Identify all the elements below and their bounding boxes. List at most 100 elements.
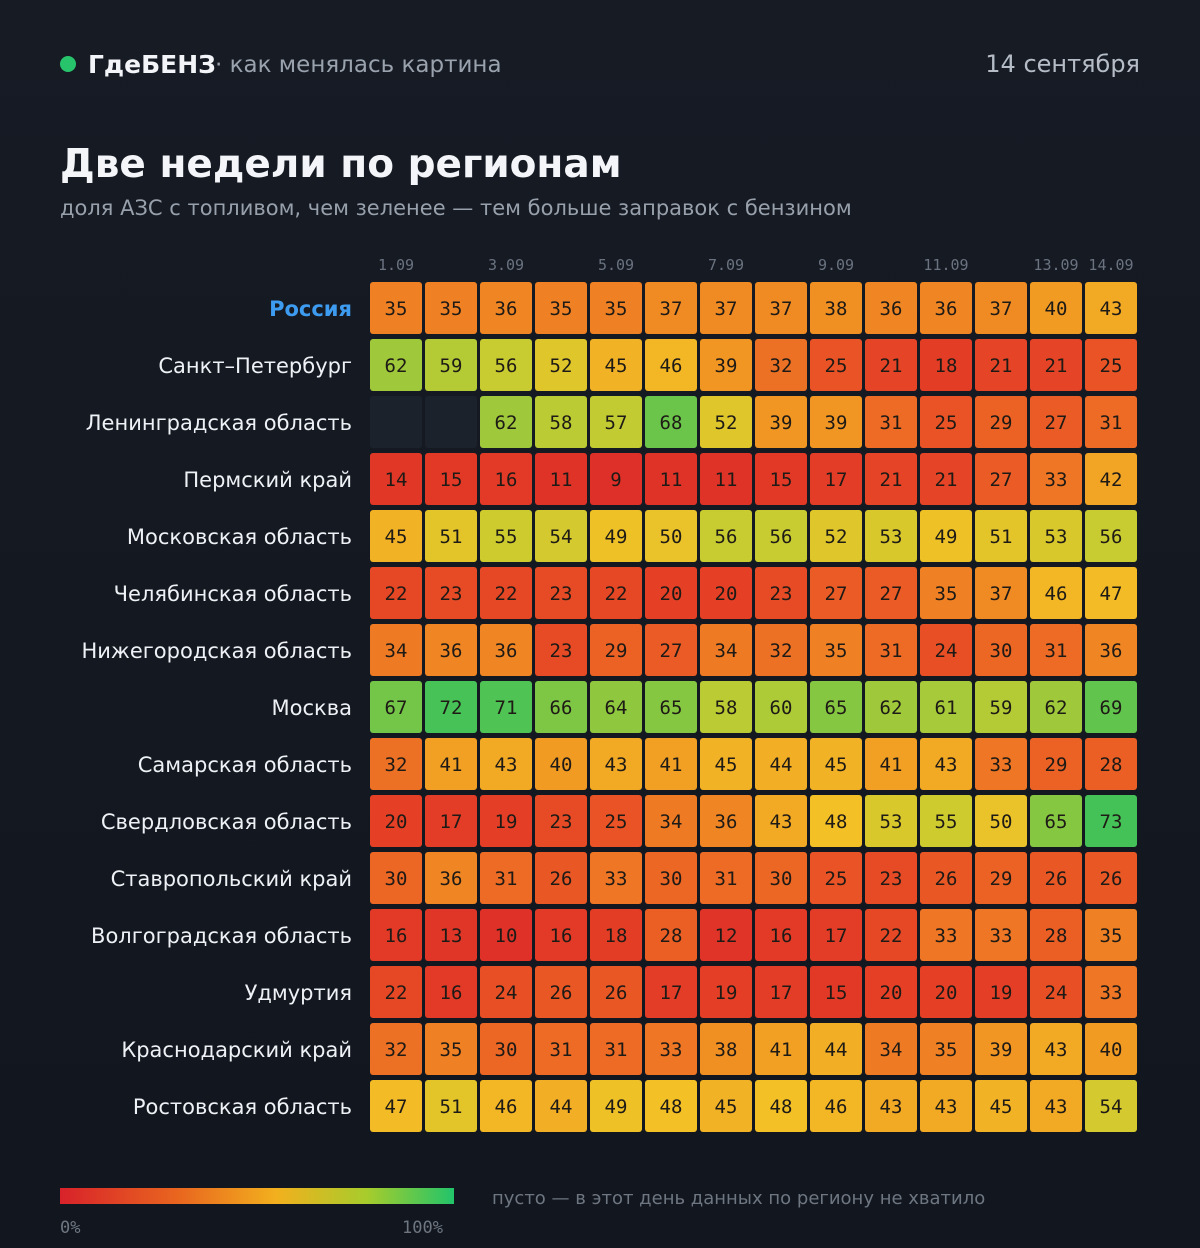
cell-value: 56 <box>715 526 738 548</box>
heatmap-cell <box>1085 510 1137 562</box>
heatmap-cell <box>1085 624 1137 676</box>
heatmap-cell <box>920 510 972 562</box>
heatmap-cell <box>920 453 972 505</box>
cell-value: 22 <box>385 583 408 605</box>
heatmap-cell <box>865 567 917 619</box>
cell-value: 15 <box>825 982 848 1004</box>
row-label: Волгоградская область <box>91 924 352 948</box>
cell-value: 24 <box>935 640 958 662</box>
cell-value: 58 <box>715 697 738 719</box>
cell-value: 53 <box>1045 526 1068 548</box>
cell-value: 36 <box>495 640 518 662</box>
cell-value: 16 <box>550 925 573 947</box>
cell-value: 48 <box>770 1096 793 1118</box>
heatmap-cell <box>535 909 587 961</box>
heatmap-cell <box>865 282 917 334</box>
heatmap-cell <box>590 567 642 619</box>
heatmap-cell <box>865 624 917 676</box>
cell-value: 32 <box>385 754 408 776</box>
cell-value: 44 <box>770 754 793 776</box>
heatmap-cell <box>1030 510 1082 562</box>
heatmap-cell <box>1030 852 1082 904</box>
cell-value: 19 <box>715 982 738 1004</box>
heatmap-cell <box>755 738 807 790</box>
row-label: Москва <box>272 696 352 720</box>
heatmap-cell <box>1085 852 1137 904</box>
cell-value: 45 <box>715 1096 738 1118</box>
cell-value: 43 <box>880 1096 903 1118</box>
heatmap-cell <box>1030 681 1082 733</box>
heatmap-cell <box>1085 681 1137 733</box>
cell-value: 27 <box>825 583 848 605</box>
heatmap-cell <box>645 909 697 961</box>
cell-value: 21 <box>935 469 958 491</box>
heatmap-cell <box>1030 1080 1082 1132</box>
cell-value: 32 <box>770 640 793 662</box>
cell-value: 43 <box>495 754 518 776</box>
heatmap-cell <box>425 852 477 904</box>
cell-value: 50 <box>990 811 1013 833</box>
heatmap-cell <box>700 1023 752 1075</box>
heatmap-cell <box>535 624 587 676</box>
cell-value: 40 <box>550 754 573 776</box>
heatmap-cell <box>425 282 477 334</box>
cell-value: 10 <box>495 925 518 947</box>
cell-value: 58 <box>550 412 573 434</box>
heatmap-cell <box>1085 909 1137 961</box>
heatmap-cell <box>645 1023 697 1075</box>
cell-value: 33 <box>1045 469 1068 491</box>
heatmap-cell <box>535 966 587 1018</box>
heatmap-cell <box>755 681 807 733</box>
row-label: Свердловская область <box>101 810 352 834</box>
heatmap-cell <box>810 681 862 733</box>
heatmap-cell <box>480 852 532 904</box>
cell-value: 27 <box>880 583 903 605</box>
cell-value: 17 <box>440 811 463 833</box>
heatmap-cell <box>975 852 1027 904</box>
cell-value: 36 <box>880 298 903 320</box>
cell-value: 29 <box>1045 754 1068 776</box>
cell-value: 22 <box>385 982 408 1004</box>
cell-value: 43 <box>1045 1096 1068 1118</box>
heatmap-cell <box>480 1023 532 1075</box>
heatmap-cell <box>645 567 697 619</box>
heatmap-cell <box>590 966 642 1018</box>
cell-value: 32 <box>385 1039 408 1061</box>
cell-value: 43 <box>935 754 958 776</box>
cell-value: 62 <box>880 697 903 719</box>
column-label: 7.09 <box>708 256 744 274</box>
cell-value: 17 <box>825 925 848 947</box>
heatmap-cell <box>1085 339 1137 391</box>
heatmap-cell <box>535 510 587 562</box>
cell-value: 21 <box>880 355 903 377</box>
heatmap-cell <box>865 738 917 790</box>
header: ГдеБЕНЗ · как менялась картина 14 сентяб… <box>60 48 1140 84</box>
cell-value: 26 <box>550 868 573 890</box>
cell-value: 56 <box>770 526 793 548</box>
cell-value: 36 <box>495 298 518 320</box>
heatmap-cell <box>480 909 532 961</box>
cell-value: 21 <box>880 469 903 491</box>
heatmap-cell <box>590 453 642 505</box>
heatmap-cell <box>480 795 532 847</box>
cell-value: 21 <box>990 355 1013 377</box>
cell-value: 9 <box>610 469 621 491</box>
cell-value: 30 <box>770 868 793 890</box>
heatmap-cell <box>370 681 422 733</box>
cell-value: 35 <box>935 1039 958 1061</box>
heatmap-cell <box>865 852 917 904</box>
heatmap-cell <box>975 681 1027 733</box>
heatmap-cell <box>480 681 532 733</box>
legend-max-label: 100% <box>402 1218 443 1238</box>
heatmap-cell <box>755 282 807 334</box>
heatmap-cell <box>590 624 642 676</box>
cell-value: 23 <box>440 583 463 605</box>
heatmap-cell-empty <box>425 396 477 448</box>
cell-value: 20 <box>385 811 408 833</box>
cell-value: 56 <box>1100 526 1123 548</box>
heatmap-cell <box>1030 624 1082 676</box>
cell-value: 67 <box>385 697 408 719</box>
heatmap-cell <box>535 567 587 619</box>
row-label: Ставропольский край <box>111 867 352 891</box>
heatmap-cell <box>755 795 807 847</box>
